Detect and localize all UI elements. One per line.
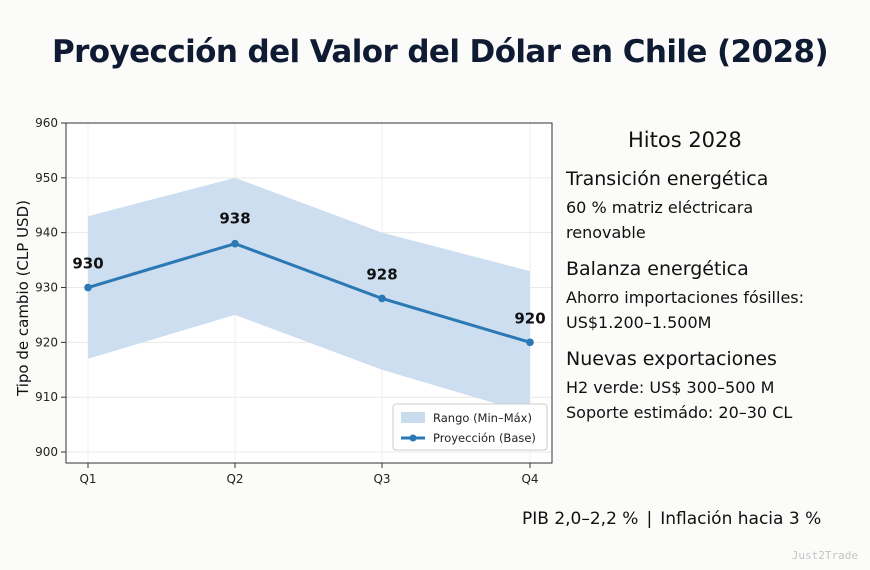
x-tick-label: Q3 <box>373 472 390 486</box>
milestones-title: Hitos 2028 <box>628 128 742 152</box>
footer-separator: | <box>646 509 653 529</box>
data-point <box>84 283 92 292</box>
legend-marker-base <box>409 434 417 442</box>
milestone-line: 60 % matriz eléctricara <box>566 198 754 217</box>
data-label: 938 <box>219 210 250 228</box>
legend-label-range: Rango (Min–Máx) <box>433 411 532 425</box>
milestone-item-new-exports: Nuevas exportaciones H2 verde: US$ 300–5… <box>566 348 856 425</box>
milestone-line: Soporte estimádo: 20–30 CL <box>566 403 793 422</box>
watermark: Just2Trade <box>791 549 858 562</box>
line-chart: 900 910 920 930 940 950 960 930 938 928 920 Q1 Q2 Q3 Q… <box>35 116 553 486</box>
series-line-base <box>87 242 531 344</box>
y-tick-label: 950 <box>35 171 58 185</box>
y-tick-label: 940 <box>35 226 58 240</box>
plot-frame <box>65 122 553 464</box>
milestone-item-energy-balance: Balanza energética Ahorro importaciones … <box>566 258 856 335</box>
milestone-line: H2 verde: US$ 300–500 M <box>566 378 775 397</box>
y-tick-label: 960 <box>35 116 58 130</box>
x-tick-label: Q1 <box>79 472 96 486</box>
data-point <box>526 338 534 347</box>
gdp-indicator: PIB 2,0–2,2 % <box>522 509 639 529</box>
data-label: 928 <box>366 265 397 283</box>
milestone-line: renovable <box>566 223 646 242</box>
y-tick-label: 930 <box>35 281 58 295</box>
x-tick-label: Q4 <box>521 472 538 486</box>
legend-box <box>392 403 548 451</box>
y-tick-label: 910 <box>35 390 58 404</box>
milestone-title: Balanza energética <box>566 258 749 280</box>
y-tick-label: 900 <box>35 445 58 459</box>
milestone-title: Nuevas exportaciones <box>566 348 777 370</box>
range-band <box>88 177 530 414</box>
legend-label-base: Proyección (Base) <box>433 431 536 445</box>
data-label: 930 <box>72 255 103 273</box>
milestone-line: US$1.200–1.500M <box>566 313 712 332</box>
legend-swatch-range <box>401 412 425 423</box>
footer-indicators: PIB 2,0–2,2 % | Inflación hacia 3 % <box>522 509 821 529</box>
data-point <box>231 239 239 248</box>
inflation-indicator: Inflación hacia 3 % <box>660 509 822 529</box>
data-point <box>378 294 386 303</box>
x-tick-label: Q2 <box>226 472 243 486</box>
milestone-line: Ahorro importaciones fósilles: <box>566 288 805 307</box>
milestone-item-energy-transition: Transición energética 60 % matriz eléctr… <box>566 168 856 245</box>
page-title: Proyección del Valor del Dólar en Chile … <box>52 34 829 70</box>
milestones-panel: Hitos 2028 Transición energética 60 % ma… <box>566 128 856 438</box>
data-label: 920 <box>514 309 545 327</box>
milestone-title: Transición energética <box>566 168 769 190</box>
y-tick-label: 920 <box>35 335 58 349</box>
